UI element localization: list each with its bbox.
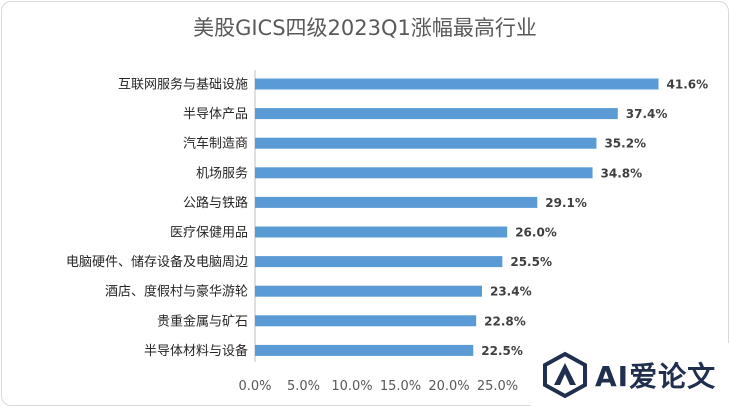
category-label: 机场服务 [196,165,248,181]
x-tick-label: 5.0% [287,379,320,394]
bar [255,315,477,327]
x-tick-label: 25.0% [477,379,518,394]
category-label: 贵重金属与矿石 [157,313,248,329]
bar [255,108,618,120]
chart-title: 美股GICS四级2023Q1涨幅最高行业 [193,16,537,40]
x-tick-label: 10.0% [331,379,372,394]
value-label: 41.6% [667,78,709,92]
value-label: 26.0% [515,226,557,240]
category-label: 半导体材料与设备 [144,343,248,359]
category-label: 互联网服务与基础设施 [118,77,248,93]
bar [255,344,474,356]
watermark-text: AI爱论文 [595,360,717,393]
category-label: 汽车制造商 [183,136,248,152]
bar [255,196,538,208]
category-label: 公路与铁路 [183,195,248,211]
value-label: 29.1% [545,196,587,210]
value-label: 22.8% [484,314,526,328]
ai-logo-icon [543,351,587,399]
bar [255,78,659,90]
value-label: 34.8% [601,166,643,180]
value-label: 35.2% [604,137,646,151]
value-label: 37.4% [626,107,668,121]
bar [255,167,593,179]
category-label: 电脑硬件、储存设备及电脑周边 [66,254,248,270]
value-label: 25.5% [510,255,552,269]
x-tick-label: 15.0% [380,379,421,394]
watermark: AI爱论文 [531,343,730,407]
bar [255,256,503,268]
bar [255,137,597,149]
bar [255,226,508,238]
bar [255,285,482,297]
category-label: 酒店、度假村与豪华游轮 [105,284,248,300]
value-label: 22.5% [481,344,523,358]
x-tick-label: 20.0% [428,379,469,394]
category-label: 医疗保健用品 [170,226,248,241]
category-label: 半导体产品 [183,107,248,122]
x-tick-label: 0.0% [238,379,271,394]
value-label: 23.4% [490,285,532,299]
